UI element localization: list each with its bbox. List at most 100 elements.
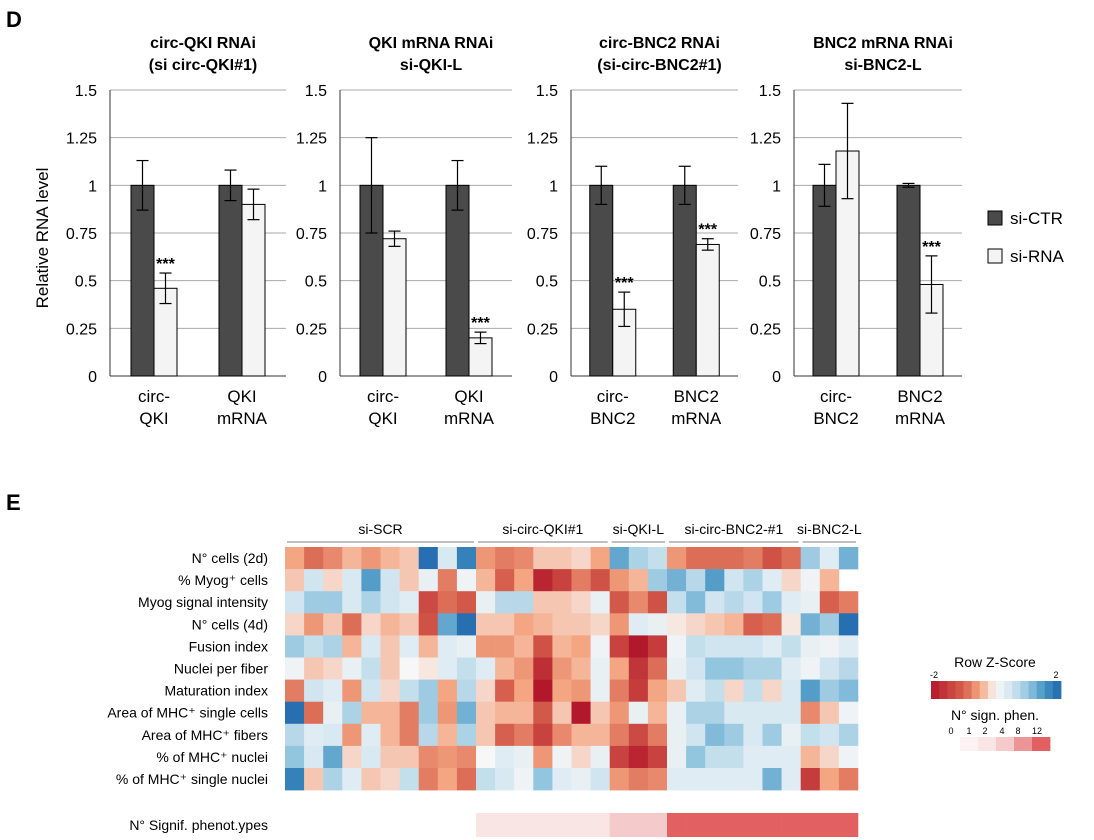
heatmap-cell: [361, 591, 381, 614]
sign-phen-tick: 2: [982, 726, 987, 736]
heatmap-cell: [437, 591, 458, 614]
heatmap-cell: [380, 723, 400, 747]
heatmap-cell: [361, 635, 381, 658]
heatmap-cell: [724, 569, 744, 592]
heatmap-cell: [304, 547, 324, 570]
heatmap-cell: [590, 635, 610, 658]
heatmap-cell: [533, 613, 553, 636]
signif-phenotype-cell: [781, 813, 801, 837]
heatmap-cell: [571, 679, 591, 702]
heatmap-cell: [686, 613, 706, 636]
heatmap-cell: [495, 657, 515, 680]
y-tick-label: 1: [88, 178, 97, 195]
heatmap-cell: [819, 613, 840, 636]
y-tick-label: 1.5: [305, 83, 327, 100]
heatmap-cell: [743, 768, 763, 791]
heatmap-row-label: Myog signal intensity: [138, 594, 268, 610]
y-tick-label: 1.25: [66, 131, 97, 148]
sign-phen-tick: 12: [1032, 726, 1042, 736]
y-tick-label: 0.25: [296, 321, 327, 338]
heatmap-cell: [342, 569, 362, 592]
heatmap-cell: [667, 569, 687, 592]
heatmap-cell: [609, 679, 630, 702]
heatmap-cell: [495, 613, 515, 636]
heatmap-cell: [418, 613, 439, 636]
heatmap-row-label: Area of MHC⁺ fibers: [142, 727, 268, 743]
heatmap-cell: [705, 745, 725, 769]
heatmap-cell: [762, 613, 782, 636]
heatmap-cell: [819, 723, 840, 747]
x-tick-label: QKI: [227, 387, 256, 406]
heatmap-cell: [819, 701, 840, 725]
heatmap-cell: [762, 768, 782, 791]
bar-si-ctr: [896, 184, 921, 377]
heatmap-cell: [418, 679, 439, 702]
x-tick-label: circ-: [820, 387, 852, 406]
signif-phenotype-cell: [667, 813, 687, 837]
legend-label-si-ctr: si-CTR: [1010, 209, 1063, 228]
bar-si-ctr: [130, 184, 155, 377]
heatmap-cell: [571, 701, 591, 725]
y-tick-label: 0.5: [305, 274, 327, 291]
heatmap-cell: [285, 569, 305, 592]
heatmap-cell: [571, 547, 591, 570]
chart-title: circ-BNC2 RNAi: [599, 35, 720, 52]
zscore-colorbar-step: [1020, 681, 1029, 699]
heatmap-cell: [743, 591, 763, 614]
heatmap-cell: [514, 613, 534, 636]
heatmap-cell: [399, 745, 419, 769]
signif-phenotype-cell: [705, 813, 725, 837]
heatmap-cell: [418, 657, 439, 680]
x-tick-label: BNC2: [813, 409, 858, 428]
heatmap-cell: [418, 635, 439, 658]
heatmap-cell: [647, 613, 668, 636]
heatmap-cell: [838, 745, 859, 769]
heatmap-cell: [800, 679, 821, 702]
signif-phenotype-cell: [456, 813, 477, 837]
heatmap-cell: [590, 547, 610, 570]
heatmap-cell: [590, 701, 610, 725]
heatmap-cell: [495, 768, 515, 791]
heatmap-cell: [380, 635, 400, 658]
zscore-colorbar-step: [939, 681, 948, 699]
heatmap-cell: [342, 635, 362, 658]
heatmap-cell: [781, 569, 801, 592]
bar-si-ctr: [672, 184, 697, 377]
heatmap-cell: [590, 591, 610, 614]
heatmap-cell: [399, 547, 419, 570]
heatmap-cell: [342, 745, 362, 769]
y-tick-label: 1.25: [750, 131, 781, 148]
heatmap-cell: [456, 569, 477, 592]
heatmap-cell: [399, 657, 419, 680]
heatmap-cell: [437, 701, 458, 725]
heatmap-cell: [342, 701, 362, 725]
bar-si-ctr: [218, 184, 243, 377]
heatmap-cell: [514, 657, 534, 680]
heatmap-cell: [609, 657, 630, 680]
heatmap-cell: [323, 569, 343, 592]
heatmap-cell: [323, 768, 343, 791]
signif-phenotype-cell: [304, 813, 324, 837]
heatmap-cell: [456, 613, 477, 636]
signif-phenotype-cell: [571, 813, 591, 837]
y-tick-label: 0.25: [750, 321, 781, 338]
heatmap-cell: [743, 657, 763, 680]
x-tick-label: mRNA: [217, 409, 268, 428]
heatmap-cell: [323, 613, 343, 636]
heatmap-cell: [476, 591, 496, 614]
heatmap-cell: [762, 569, 782, 592]
zscore-colorbar-step: [971, 681, 981, 699]
bar-si-rna: [695, 243, 720, 377]
heatmap-cell: [800, 723, 821, 747]
heatmap-cell: [819, 547, 840, 570]
heatmap-row-label: % of MHC⁺ nuclei: [156, 749, 268, 765]
y-tick-label: 1.5: [759, 83, 781, 100]
heatmap-cell: [361, 679, 381, 702]
signif-phenotype-cell: [380, 813, 400, 837]
heatmap-cell: [705, 657, 725, 680]
heatmap-cell: [323, 657, 343, 680]
heatmap-cell: [609, 745, 630, 769]
heatmap-cell: [762, 723, 782, 747]
heatmap-cell: [743, 745, 763, 769]
x-tick-label: QKI: [368, 409, 397, 428]
